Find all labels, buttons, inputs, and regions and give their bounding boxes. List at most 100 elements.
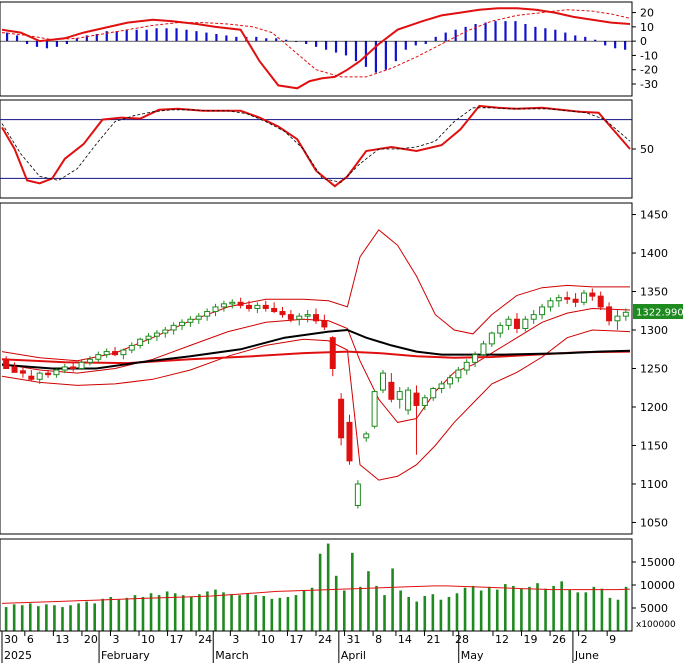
- volume-bar: [375, 585, 378, 631]
- price-candle: [296, 313, 303, 326]
- macd-histogram-bar: [305, 41, 308, 44]
- candle-body: [480, 343, 487, 356]
- macd-histogram-bar: [265, 38, 268, 42]
- volume-bar: [447, 596, 451, 631]
- volume-bar: [544, 588, 547, 631]
- volume-bar: [206, 591, 209, 631]
- macd-histogram-bar: [414, 41, 417, 46]
- volume-bar: [600, 588, 604, 631]
- volume-bar: [342, 590, 346, 631]
- volume-bar: [391, 568, 394, 631]
- price-candle: [622, 308, 629, 321]
- volume-bar: [222, 592, 225, 631]
- price-candle: [480, 340, 487, 358]
- volume-bar: [608, 597, 612, 631]
- candle-body: [396, 391, 403, 400]
- macd-histogram-bar: [494, 21, 497, 42]
- candle-body: [36, 372, 43, 380]
- price-candle: [254, 302, 261, 314]
- volume-bar: [270, 598, 274, 631]
- volume-bar: [190, 596, 193, 631]
- volume-bar: [471, 585, 475, 631]
- macd-histogram-bar: [105, 31, 108, 42]
- y-tick-label: -30: [640, 78, 658, 91]
- macd-histogram-bar: [324, 41, 328, 50]
- macd-histogram-bar: [544, 28, 547, 42]
- candle-body: [120, 349, 127, 356]
- volume-bar: [568, 589, 572, 631]
- volume-bar: [479, 590, 483, 631]
- volume-bar: [109, 596, 113, 631]
- volume-scale-label: x100000: [636, 620, 676, 630]
- macd-histogram-bar: [344, 41, 348, 56]
- volume-bar: [133, 595, 137, 631]
- candle-body: [354, 483, 361, 507]
- candle-body: [438, 383, 445, 390]
- candle-body: [430, 388, 437, 399]
- volume-bar: [463, 587, 467, 631]
- volume-bar: [141, 596, 145, 631]
- price-candle: [564, 291, 571, 304]
- macd-histogram-bar: [334, 41, 338, 53]
- macd-histogram-bar: [275, 38, 278, 42]
- x-day-tick-label: 28: [455, 633, 469, 646]
- candle-body: [572, 298, 579, 303]
- macd-histogram-bar: [65, 41, 68, 44]
- volume-bar: [431, 594, 435, 631]
- volume-bar: [165, 591, 169, 631]
- candle-body: [262, 304, 269, 309]
- volume-bar: [149, 593, 153, 631]
- macd-histogram-bar: [514, 21, 517, 42]
- x-month-tick-label: 2025: [4, 649, 32, 662]
- price-candle: [446, 374, 453, 389]
- volume-bar: [77, 603, 80, 631]
- y-tick-label: 10: [640, 21, 654, 34]
- x-day-tick-label: 19: [524, 633, 538, 646]
- macd-histogram-bar: [75, 38, 78, 42]
- candle-body: [455, 369, 462, 379]
- price-candle: [28, 370, 35, 381]
- macd-histogram-bar: [175, 28, 178, 42]
- candle-body: [254, 304, 261, 309]
- last-price-tag: 1322.990: [633, 304, 684, 319]
- macd-histogram-bar: [235, 36, 238, 42]
- x-day-tick-label: 14: [398, 633, 412, 646]
- volume-bar: [61, 607, 64, 631]
- price-candle: [86, 356, 93, 366]
- y-tick-label: 1050: [640, 516, 668, 529]
- candle-body: [112, 351, 119, 356]
- x-month-tick-label: May: [461, 649, 484, 662]
- candle-body: [70, 366, 77, 370]
- macd-histogram-bar: [315, 41, 318, 47]
- candle-body: [296, 315, 303, 320]
- volume-panel: 15000 10000 5000 x100000: [0, 538, 676, 632]
- macd-histogram-bar: [35, 41, 39, 47]
- candle-body: [421, 397, 428, 406]
- price-candle: [463, 359, 470, 375]
- price-candle: [287, 309, 294, 323]
- volume-bar: [85, 601, 88, 631]
- price-candle: [438, 380, 445, 394]
- price-candle: [262, 300, 269, 312]
- volume-average-line-path: [1, 585, 631, 604]
- price-candle: [204, 308, 211, 321]
- volume-bar: [487, 586, 491, 631]
- macd-histogram: [0, 21, 632, 73]
- price-candle: [455, 366, 462, 383]
- macd-histogram-bar: [195, 31, 198, 42]
- price-candle: [179, 319, 186, 331]
- macd-histogram-bar: [15, 35, 19, 42]
- price-candle: [45, 370, 52, 378]
- macd-histogram-bar: [564, 32, 567, 42]
- x-day-tick-label: 21: [426, 633, 440, 646]
- volume-bar: [383, 595, 386, 631]
- volume-bar: [326, 543, 330, 631]
- candle-body: [179, 321, 186, 326]
- macd-histogram-bar: [125, 29, 128, 42]
- volume-bar: [262, 596, 266, 631]
- candle-body: [614, 315, 621, 322]
- price-candle: [572, 293, 579, 307]
- price-candle: [128, 342, 135, 354]
